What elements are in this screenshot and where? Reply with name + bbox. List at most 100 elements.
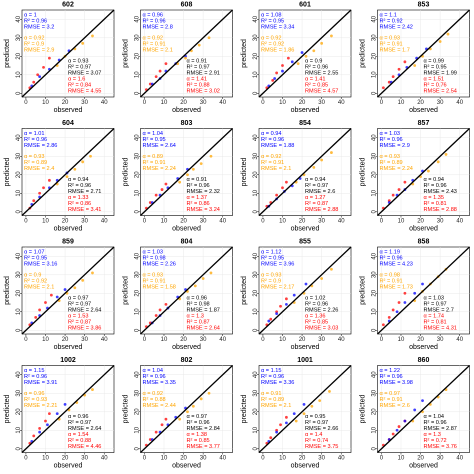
stat-label: RMSE = 3.86 (68, 325, 101, 331)
stat-label: R² = 0.97 (68, 64, 91, 70)
x-tick-label: 30 (81, 337, 88, 343)
stat-label: RMSE = 2.86 (24, 143, 57, 149)
stat-label: α = 1.02 (305, 295, 326, 301)
panel-title: 608 (181, 1, 193, 8)
stat-label: R² = 0.96 (187, 183, 210, 189)
x-tick-label: 40 (219, 456, 226, 462)
x-tick-label: 40 (219, 100, 226, 106)
point (304, 282, 308, 286)
x-tick-label: 0 (24, 219, 28, 225)
point (81, 41, 85, 45)
point (310, 404, 314, 408)
point (320, 158, 324, 162)
stat-label: R² = 0.91 (380, 278, 403, 284)
point (89, 154, 92, 158)
x-axis-label: observed (409, 462, 438, 469)
x-tick-label: 20 (299, 456, 306, 462)
stat-label: RMSE = 1.86 (261, 47, 294, 53)
x-tick-label: 20 (180, 219, 187, 225)
stat-label: R² = 0.96 (143, 18, 166, 24)
point (63, 402, 67, 406)
stat-label: R² = 0.91 (143, 160, 166, 166)
point (91, 388, 94, 391)
x-tick-label: 0 (143, 219, 147, 225)
y-axis-label: predicted (359, 394, 366, 423)
x-axis-label: observed (291, 462, 320, 469)
stat-label: RMSE = 3.35 (143, 380, 176, 386)
point (48, 178, 51, 182)
point (81, 278, 85, 282)
point (91, 271, 94, 275)
x-axis-label: observed (409, 225, 438, 232)
stat-label: R² = 0.98 (143, 255, 166, 261)
y-tick-label: 0 (16, 209, 22, 213)
point (328, 390, 331, 393)
x-tick-label: 30 (318, 100, 325, 106)
y-tick-label: 10 (135, 426, 141, 433)
point (312, 49, 316, 53)
stat-label: RMSE = 2.64 (68, 307, 101, 313)
panel-title: 853 (418, 1, 430, 8)
point (279, 304, 282, 308)
x-tick-label: 40 (456, 100, 463, 106)
y-tick-label: 40 (135, 15, 141, 22)
point (186, 173, 189, 177)
stat-label: α = 1.37 (187, 195, 208, 201)
point (201, 277, 205, 280)
x-tick-label: 20 (417, 100, 424, 106)
point (426, 169, 430, 173)
stat-label: RMSE = 2.6 (305, 189, 335, 195)
y-tick-label: 40 (16, 15, 22, 22)
point (91, 34, 94, 38)
stat-label: RMSE = 3.96 (261, 261, 294, 267)
point (285, 297, 288, 301)
x-tick-label: 30 (81, 100, 88, 106)
stat-label: α = 1.53 (68, 313, 89, 319)
y-tick-label: 20 (253, 408, 259, 415)
stat-label: RMSE = 3.77 (187, 444, 220, 450)
panel: 0 10 20 30 40 0 10 20 30 40 608 observed predicted α … (122, 1, 233, 114)
x-tick-label: 40 (101, 100, 108, 106)
x-tick-label: 10 (42, 219, 49, 225)
stat-label: RMSE = 1.73 (380, 284, 413, 290)
stat-label: α = 1.04 (424, 414, 445, 420)
point (285, 421, 288, 425)
point (438, 40, 442, 43)
x-tick-label: 20 (180, 456, 187, 462)
point (209, 271, 213, 275)
stat-label: α = 0.9 (24, 272, 41, 278)
y-tick-label: 40 (253, 15, 259, 22)
stat-label: α = 0.93 (380, 154, 401, 160)
panel-title: 604 (62, 120, 74, 127)
point (63, 288, 67, 291)
stat-label: R² = 0.97 (305, 420, 328, 426)
point (269, 317, 273, 321)
y-tick-label: 30 (372, 34, 378, 41)
stat-label: α = 1.4 (305, 432, 322, 438)
stat-label: RMSE = 2.9 (380, 143, 410, 149)
panel: 0 10 20 30 40 0 10 20 30 40 803 observed predicted α … (122, 120, 233, 232)
stat-label: R² = 0.92 (261, 41, 284, 47)
stat-label: R² = 0.87 (68, 319, 91, 325)
x-tick-label: 40 (219, 337, 226, 343)
stat-label: RMSE = 3.07 (68, 70, 101, 76)
x-axis-label: observed (291, 107, 320, 114)
point (286, 56, 290, 60)
x-tick-label: 10 (161, 219, 168, 225)
point (48, 412, 51, 416)
point (191, 404, 195, 408)
point (158, 308, 162, 312)
stat-label: α = 0.93 (24, 154, 45, 160)
panel-title: 802 (181, 357, 193, 364)
x-tick-label: 0 (143, 456, 147, 462)
panel-title: 854 (299, 120, 311, 127)
identity-line (377, 9, 470, 98)
stat-label: α = 0.92 (261, 35, 282, 41)
y-axis-label: predicted (122, 394, 129, 423)
y-tick-label: 20 (135, 408, 141, 415)
stat-label: α = 0.97 (187, 414, 208, 420)
point (397, 425, 401, 428)
y-tick-label: 40 (372, 15, 378, 22)
stat-label: R² = 0.89 (380, 160, 403, 166)
